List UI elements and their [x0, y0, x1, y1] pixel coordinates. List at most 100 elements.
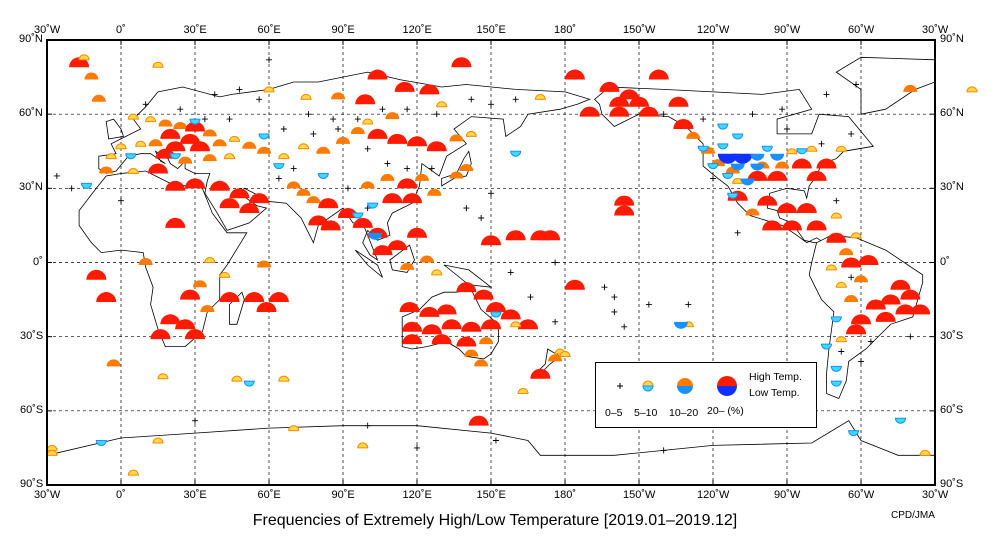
- high-temp-marker: [619, 89, 640, 100]
- frequency-0-5-mark: [192, 417, 198, 424]
- high-temp-marker: [481, 235, 502, 246]
- latitude-label: 30˚N: [940, 181, 964, 194]
- high-temp-marker: [380, 173, 395, 181]
- frequency-0-5-mark: [700, 116, 707, 123]
- high-temp-marker: [548, 354, 563, 362]
- high-temp-marker: [229, 188, 250, 199]
- high-temp-marker: [850, 232, 862, 239]
- latitude-label: 0˚: [940, 255, 950, 268]
- high-temp-marker: [419, 306, 440, 317]
- low-temp-marker: [717, 123, 729, 130]
- frequency-0-5-mark: [853, 81, 860, 88]
- high-temp-marker: [180, 289, 201, 300]
- frequency-0-5-mark: [527, 294, 534, 301]
- frequency-0-5-mark: [404, 165, 411, 172]
- frequency-0-5-mark: [488, 101, 494, 108]
- high-temp-marker: [441, 319, 462, 330]
- high-temp-marker: [244, 292, 265, 303]
- high-temp-marker: [318, 198, 339, 209]
- latitude-label: 60˚S: [940, 403, 964, 416]
- high-temp-marker: [200, 304, 215, 312]
- high-temp-marker: [219, 271, 231, 278]
- low-temp-marker: [796, 148, 808, 155]
- high-temp-marker: [152, 437, 164, 444]
- frequency-0-5-mark: [364, 422, 371, 429]
- high-temp-marker: [757, 195, 778, 206]
- latitude-label: 90˚S: [20, 478, 44, 490]
- frequency-0-5-mark: [330, 116, 337, 123]
- frequency-markers: [46, 54, 978, 476]
- high-temp-marker: [357, 442, 369, 449]
- high-temp-marker: [105, 153, 117, 160]
- high-temp-marker: [148, 139, 163, 147]
- longitude-label: 180˚: [554, 24, 577, 36]
- high-temp-marker: [900, 289, 921, 300]
- low-temp-marker: [740, 178, 755, 186]
- high-temp-marker: [175, 319, 196, 330]
- high-temp-marker: [419, 84, 440, 95]
- high-temp-marker: [397, 178, 418, 189]
- frequency-0-5-mark: [907, 333, 914, 340]
- low-temp-marker: [820, 343, 832, 350]
- frequency-0-5-mark: [68, 185, 75, 192]
- frequency-0-5-mark: [379, 106, 386, 113]
- frequency-0-5-mark: [354, 116, 361, 123]
- high-temp-marker: [148, 163, 168, 174]
- high-temp-marker: [402, 334, 423, 345]
- longitude-label: 90˚W: [774, 489, 801, 501]
- low-temp-marker: [722, 173, 734, 179]
- longitude-label: 30˚E: [183, 24, 207, 36]
- frequency-0-5-mark: [236, 86, 243, 93]
- frequency-0-5-mark: [310, 130, 317, 137]
- high-temp-marker: [456, 282, 477, 293]
- high-temp-marker: [648, 69, 669, 80]
- high-temp-marker: [157, 373, 169, 380]
- frequency-0-5-mark: [211, 91, 218, 98]
- frequency-0-5-mark: [364, 145, 371, 152]
- high-temp-marker: [360, 181, 375, 189]
- frequency-0-5-mark: [344, 185, 351, 192]
- high-temp-marker: [481, 319, 502, 330]
- frequency-0-5-mark: [823, 91, 830, 98]
- high-temp-marker: [219, 292, 240, 303]
- high-temp-marker: [421, 324, 442, 335]
- high-temp-marker: [387, 133, 408, 144]
- high-temp-marker: [239, 203, 260, 214]
- high-temp-marker: [966, 86, 978, 93]
- longitude-label: 60˚W: [848, 24, 875, 36]
- frequency-0-5-mark: [290, 165, 297, 172]
- high-temp-marker: [204, 257, 216, 263]
- high-temp-marker: [127, 168, 139, 174]
- frequency-0-5-mark: [53, 172, 60, 179]
- high-temp-marker: [459, 164, 474, 172]
- high-temp-marker: [464, 349, 479, 357]
- longitude-label: 30˚E: [183, 489, 207, 501]
- high-temp-marker: [668, 96, 689, 107]
- low-temp-marker: [830, 316, 842, 323]
- frequency-0-5-mark: [512, 96, 519, 103]
- legend-low-label: Low Temp.: [749, 387, 800, 399]
- frequency-0-5-mark: [433, 111, 440, 118]
- longitude-label: 120˚W: [697, 24, 730, 36]
- high-temp-marker: [431, 269, 443, 276]
- high-temp-marker: [465, 130, 477, 137]
- longitude-label: 150˚W: [623, 24, 656, 36]
- high-temp-marker: [135, 140, 147, 147]
- high-temp-marker: [382, 193, 403, 204]
- high-temp-marker: [510, 321, 522, 328]
- high-temp-marker: [517, 388, 529, 395]
- frequency-0-5-mark: [552, 318, 559, 325]
- frequency-0-5-mark: [478, 215, 485, 221]
- frequency-0-5-mark: [660, 111, 667, 118]
- high-temp-marker: [638, 106, 659, 117]
- frequency-0-5-mark: [404, 106, 411, 113]
- high-temp-marker: [629, 96, 649, 107]
- high-temp-marker: [419, 255, 434, 263]
- high-temp-marker: [150, 329, 171, 340]
- high-temp-marker: [479, 337, 494, 345]
- longitude-label: 90˚E: [331, 489, 355, 501]
- high-temp-marker: [451, 57, 472, 68]
- high-temp-marker: [145, 116, 157, 123]
- high-temp-marker: [485, 301, 506, 312]
